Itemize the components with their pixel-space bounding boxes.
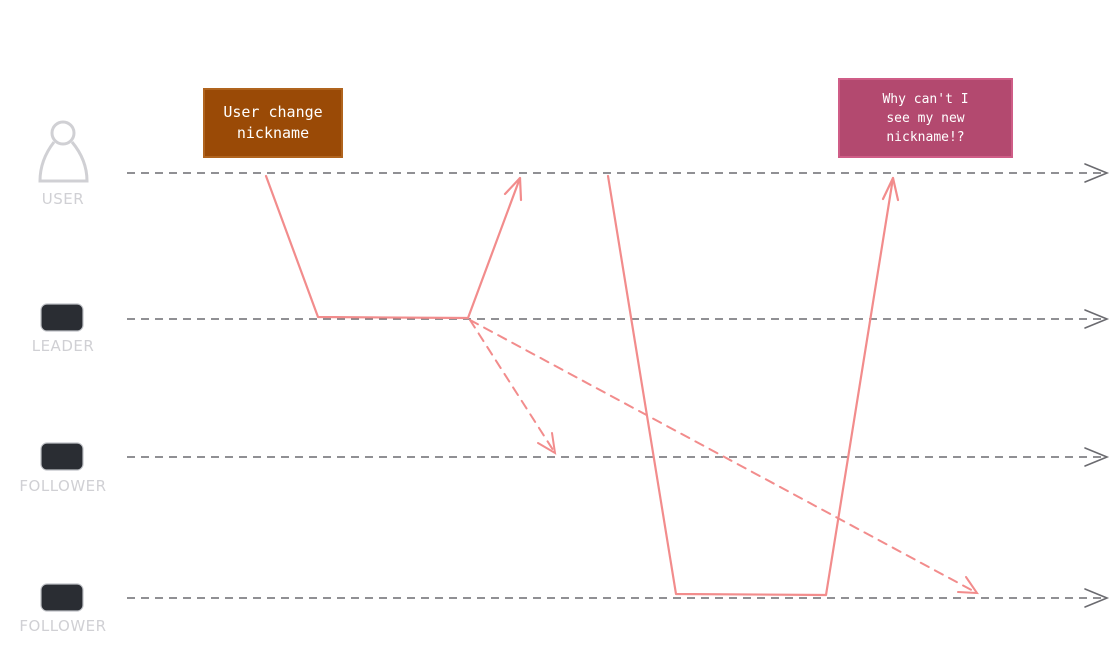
note-why-cant-see: Why can't I see my new nickname!?	[838, 78, 1013, 158]
arrowhead-read-reply	[881, 176, 900, 202]
server-icon	[40, 303, 84, 332]
arrowhead-follower-1	[1084, 447, 1110, 467]
arrowhead-ack	[503, 176, 523, 202]
lifeline-arrowheads	[1084, 163, 1110, 608]
actor-label-follower-1: FOLLOWER	[19, 477, 107, 495]
actor-label-leader: LEADER	[31, 337, 95, 355]
replication-arrowheads	[537, 432, 979, 595]
message-read-via-follower	[606, 174, 895, 597]
message-user-to-leader	[264, 174, 470, 320]
message-leader-ack-to-user	[466, 176, 522, 320]
replication-to-follower-1	[469, 319, 556, 454]
replication-to-follower-2	[469, 319, 978, 594]
arrowhead-leader	[1084, 309, 1110, 329]
actor-label-user: USER	[41, 190, 85, 208]
arrowhead-user	[1084, 163, 1110, 183]
note-text: User change nickname	[223, 103, 323, 142]
user-icon	[38, 120, 89, 183]
lifelines	[127, 172, 1105, 599]
messages	[264, 174, 900, 597]
note-text: Why can't I see my new nickname!?	[882, 91, 969, 145]
replication	[469, 319, 978, 594]
server-icon	[40, 442, 84, 471]
arrowhead-follower-2	[1084, 588, 1110, 608]
arrowhead-follower-1-replication	[537, 432, 557, 455]
note-user-change-nickname: User change nickname	[203, 88, 343, 158]
arrowhead-follower-2-replication	[957, 576, 979, 595]
server-icon	[40, 583, 84, 612]
actor-label-follower-2: FOLLOWER	[19, 617, 107, 635]
